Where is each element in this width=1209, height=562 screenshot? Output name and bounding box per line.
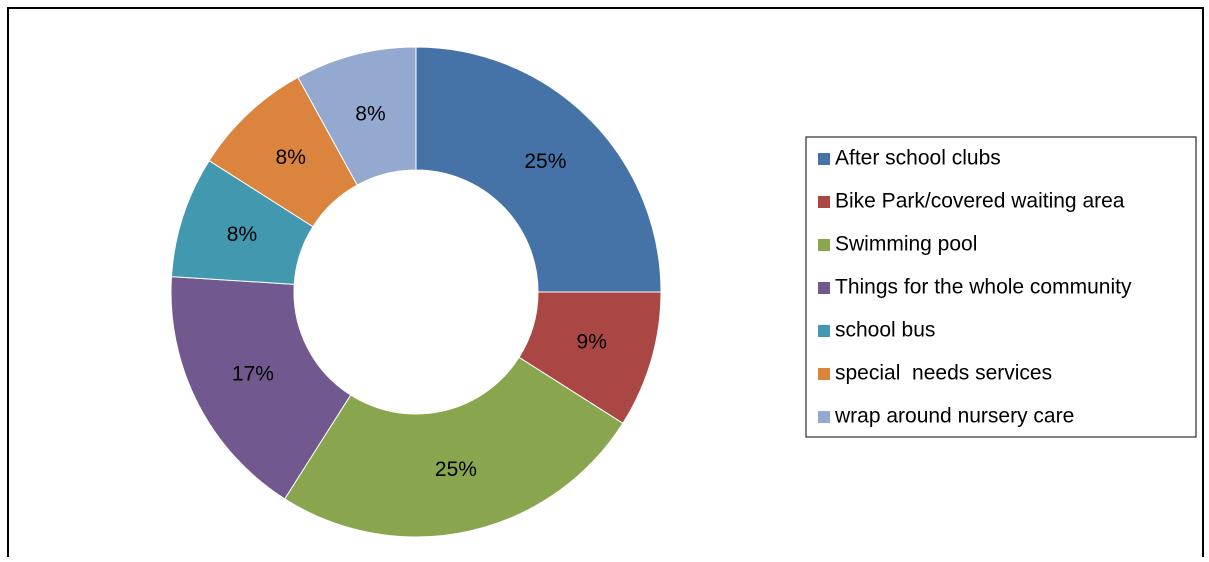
- legend-swatch: [818, 282, 830, 294]
- data-label: 8%: [227, 223, 257, 246]
- legend-swatch: [818, 153, 830, 165]
- chart-frame: [7, 7, 1204, 562]
- data-label: 9%: [577, 331, 607, 354]
- legend-label: Things for the whole community: [835, 276, 1132, 299]
- legend-label: wrap around nursery care: [834, 405, 1074, 428]
- legend-label: After school clubs: [835, 147, 1001, 170]
- legend-swatch: [818, 411, 830, 423]
- data-label: 8%: [276, 146, 306, 169]
- donut-segment: [170, 276, 352, 500]
- legend-swatch: [818, 325, 830, 337]
- donut-segment: [297, 46, 417, 186]
- legend-label: Bike Park/covered waiting area: [835, 190, 1125, 213]
- donut-segment: [284, 356, 624, 538]
- donut-segment: [415, 46, 662, 293]
- legend-box: [805, 136, 1197, 438]
- data-label: 25%: [435, 458, 477, 481]
- legend-swatch: [818, 368, 830, 380]
- data-label: 17%: [232, 363, 274, 386]
- legend-swatch: [818, 239, 830, 251]
- legend-swatch: [818, 196, 830, 208]
- legend-label: Swimming pool: [835, 233, 977, 256]
- data-label: 25%: [524, 150, 566, 173]
- legend-label: special needs services: [835, 362, 1052, 385]
- data-label: 8%: [355, 102, 385, 125]
- legend-label: school bus: [835, 319, 935, 342]
